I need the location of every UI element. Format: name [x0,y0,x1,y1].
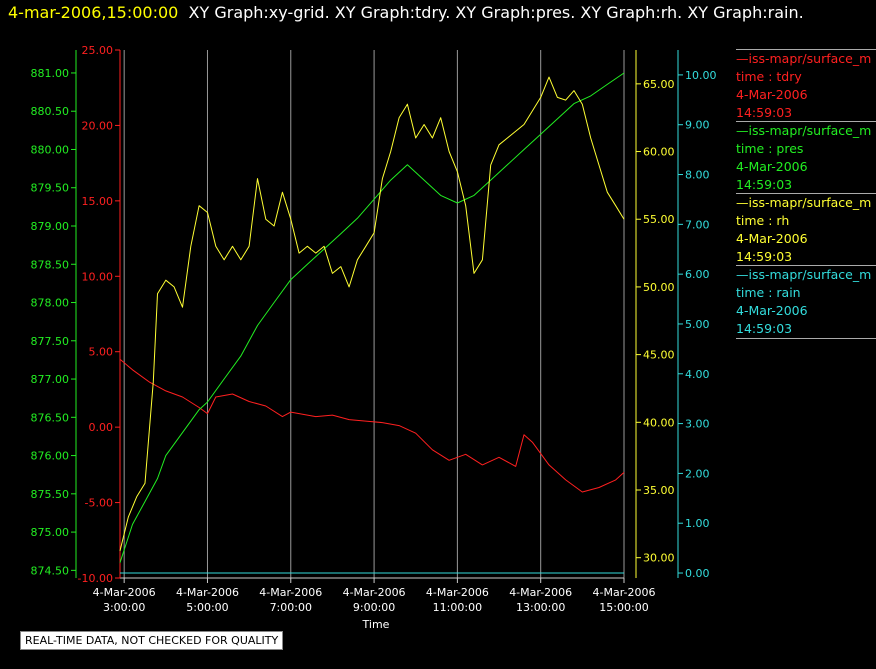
tdry-tick-label: 5.00 [89,346,114,359]
x-tick-label-date: 4-Mar-2006 [593,586,656,599]
pres-tick-label: 880.00 [31,143,70,156]
rh-tick-label: 45.00 [643,349,675,362]
legend-divider [736,193,876,194]
legend-source: —iss-mapr/surface_m [736,267,872,282]
legend-label: time : rh [736,213,790,228]
pres-tick-label: 881.00 [31,67,70,80]
legend-date: 4-Mar-2006 [736,87,808,102]
legend-divider [736,265,876,266]
pres-tick-label: 879.00 [31,220,70,233]
legend-source: —iss-mapr/surface_m [736,123,872,138]
rain-tick-label: 6.00 [685,268,710,281]
legend-label: time : tdry [736,69,802,84]
rain-tick-label: 1.00 [685,517,710,530]
pres-tick-label: 880.50 [31,105,70,118]
x-tick-label-time: 3:00:00 [103,601,145,614]
legend-time: 14:59:03 [736,177,793,192]
series-line-pres [119,72,625,563]
x-axis-label: Time [362,618,390,631]
legend-label: time : rain [736,285,801,300]
rain-tick-label: 9.00 [685,119,710,132]
graph-header: 4-mar-2006,15:00:00 XY Graph:xy-grid. XY… [8,3,804,22]
x-tick-label-time: 15:00:00 [599,601,648,614]
rain-tick-label: 3.00 [685,418,710,431]
legend-date: 4-Mar-2006 [736,303,808,318]
x-tick-label-time: 11:00:00 [433,601,482,614]
rain-tick-label: 4.00 [685,368,710,381]
series-line-rh [119,76,625,552]
pres-tick-label: 876.00 [31,450,70,463]
rh-tick-label: 35.00 [643,484,675,497]
tdry-tick-label: 0.00 [89,421,114,434]
rain-tick-label: 5.00 [685,318,710,331]
pres-tick-label: 878.00 [31,297,70,310]
series-line-tdry [119,358,625,493]
pres-tick-label: 877.00 [31,373,70,386]
rain-tick-label: 8.00 [685,169,710,182]
x-tick-label-date: 4-Mar-2006 [259,586,322,599]
rh-tick-label: 50.00 [643,281,675,294]
rh-tick-label: 55.00 [643,213,675,226]
tdry-tick-label: -5.00 [85,497,113,510]
legend-label: time : pres [736,141,804,156]
rain-tick-label: 2.00 [685,467,710,480]
tdry-tick-label: 25.00 [82,44,114,57]
x-tick-label-time: 5:00:00 [186,601,228,614]
legend-time: 14:59:03 [736,105,793,120]
pres-tick-label: 875.50 [31,488,70,501]
legend-source: —iss-mapr/surface_m [736,51,872,66]
x-tick-label-time: 7:00:00 [270,601,312,614]
x-tick-label-time: 9:00:00 [353,601,395,614]
x-tick-label-time: 13:00:00 [516,601,565,614]
x-tick-label-date: 4-Mar-2006 [509,586,572,599]
pres-tick-label: 874.50 [31,564,70,577]
pres-tick-label: 879.50 [31,182,70,195]
quality-notice: REAL-TIME DATA, NOT CHECKED FOR QUALITY [20,631,284,650]
rh-tick-label: 30.00 [643,552,675,565]
legend-time: 14:59:03 [736,321,793,336]
rain-tick-label: 0.00 [685,567,710,580]
header-timestamp: 4-mar-2006,15:00:00 [8,3,179,22]
legend-date: 4-Mar-2006 [736,231,808,246]
tdry-tick-label: -10.00 [78,572,113,585]
legend-date: 4-Mar-2006 [736,159,808,174]
legend-divider [736,338,876,339]
legend-source: —iss-mapr/surface_m [736,195,872,210]
pres-tick-label: 876.50 [31,411,70,424]
pres-tick-label: 875.00 [31,526,70,539]
rain-tick-label: 7.00 [685,218,710,231]
x-tick-label-date: 4-Mar-2006 [426,586,489,599]
pres-tick-label: 877.50 [31,335,70,348]
rh-tick-label: 40.00 [643,416,675,429]
header-titles: XY Graph:xy-grid. XY Graph:tdry. XY Grap… [188,3,804,22]
legend-divider [736,121,876,122]
rh-tick-label: 65.00 [643,78,675,91]
legend-divider [736,49,876,50]
tdry-tick-label: 10.00 [82,270,114,283]
x-tick-label-date: 4-Mar-2006 [93,586,156,599]
tdry-tick-label: 15.00 [82,195,114,208]
x-tick-label-date: 4-Mar-2006 [343,586,406,599]
rain-tick-label: 10.00 [685,69,717,82]
pres-tick-label: 878.50 [31,258,70,271]
rh-tick-label: 60.00 [643,146,675,159]
x-tick-label-date: 4-Mar-2006 [176,586,239,599]
tdry-tick-label: 20.00 [82,119,114,132]
legend-time: 14:59:03 [736,249,793,264]
